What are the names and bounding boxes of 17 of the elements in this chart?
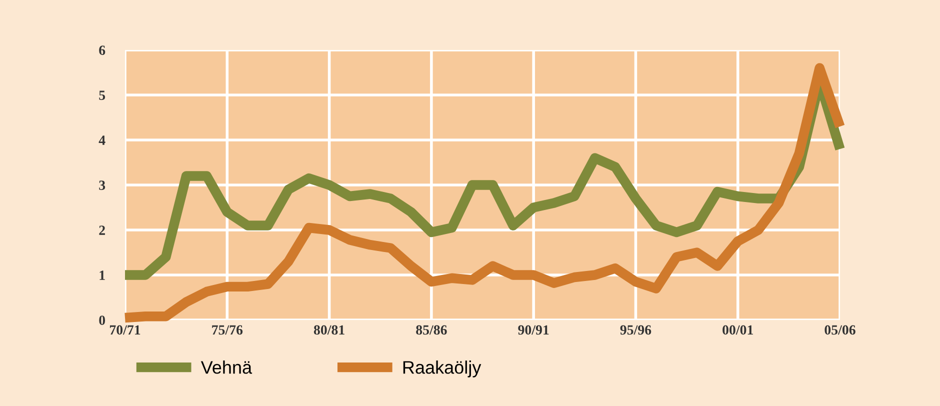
x-tick-label: 75/76 bbox=[212, 325, 243, 335]
x-tick-label: 90/91 bbox=[518, 325, 549, 335]
x-tick-label: 80/81 bbox=[314, 325, 344, 335]
y-tick-label: 2 bbox=[99, 226, 105, 235]
y-tick-label: 3 bbox=[99, 180, 106, 190]
y-tick-label: 4 bbox=[98, 136, 106, 145]
y-tick-label: 5 bbox=[99, 90, 106, 100]
y-tick-label: 0 bbox=[99, 316, 106, 325]
x-tick-label: 95/96 bbox=[620, 325, 652, 335]
legend-label: Vehnä bbox=[200, 360, 252, 374]
x-tick-label: 70/71 bbox=[110, 325, 140, 335]
y-tick-label: 6 bbox=[99, 46, 106, 55]
x-tick-label: 05/06 bbox=[824, 325, 856, 335]
y-tick-label: 1 bbox=[100, 270, 105, 280]
x-tick-label: 00/01 bbox=[722, 325, 753, 335]
legend-label: Raakaöljy bbox=[403, 360, 482, 378]
x-tick-label: 85/86 bbox=[416, 325, 447, 335]
